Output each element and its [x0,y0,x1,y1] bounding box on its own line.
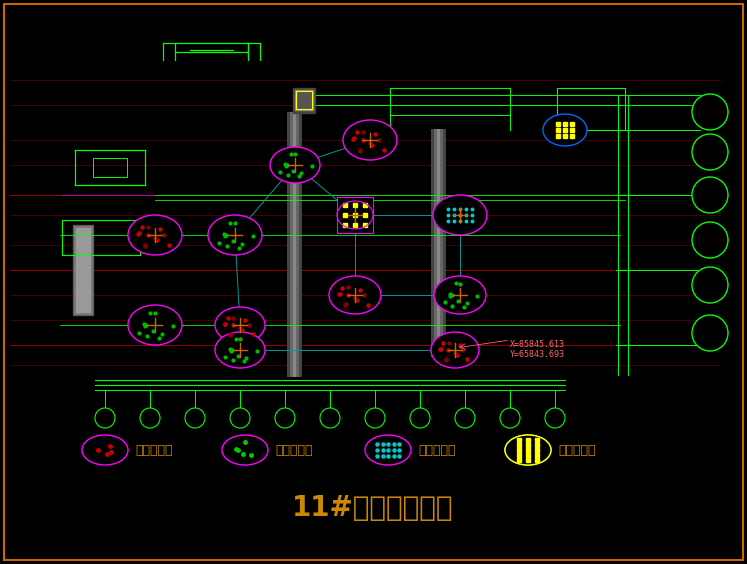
Circle shape [320,408,340,428]
Ellipse shape [329,276,381,314]
Ellipse shape [128,215,182,255]
Bar [295,90,313,110]
Ellipse shape [208,215,262,255]
Ellipse shape [343,120,397,160]
Text: 第四批开挖: 第四批开挖 [558,443,595,456]
Circle shape [410,408,430,428]
Circle shape [185,408,205,428]
Ellipse shape [505,435,551,465]
Circle shape [692,94,728,130]
Ellipse shape [215,307,265,343]
Ellipse shape [434,276,486,314]
Ellipse shape [543,114,587,146]
Bar [293,88,315,113]
Bar [74,226,92,314]
Circle shape [230,408,250,428]
Circle shape [692,315,728,351]
Ellipse shape [128,305,182,345]
Ellipse shape [222,435,268,465]
Circle shape [95,408,115,428]
Circle shape [692,177,728,213]
Circle shape [275,408,295,428]
Ellipse shape [505,435,551,465]
FancyBboxPatch shape [296,91,312,109]
Bar [73,225,93,315]
Circle shape [692,267,728,303]
Ellipse shape [270,147,320,183]
Circle shape [500,408,520,428]
Text: 第三批开挖: 第三批开挖 [418,443,456,456]
Text: X=85845.613
Y=65843.693: X=85845.613 Y=65843.693 [510,340,565,359]
Ellipse shape [215,332,265,368]
Bar [337,197,373,233]
Circle shape [545,408,565,428]
Circle shape [692,222,728,258]
Text: 第二批开挖: 第二批开挖 [275,443,312,456]
Ellipse shape [431,332,479,368]
Text: 11#楼跳桩施工图: 11#楼跳桩施工图 [292,494,453,522]
Circle shape [692,134,728,170]
Circle shape [455,408,475,428]
Ellipse shape [365,435,411,465]
Bar [76,228,90,312]
Circle shape [365,408,385,428]
Ellipse shape [433,195,487,235]
Text: 第一批开挖: 第一批开挖 [135,443,173,456]
Ellipse shape [82,435,128,465]
Circle shape [140,408,160,428]
